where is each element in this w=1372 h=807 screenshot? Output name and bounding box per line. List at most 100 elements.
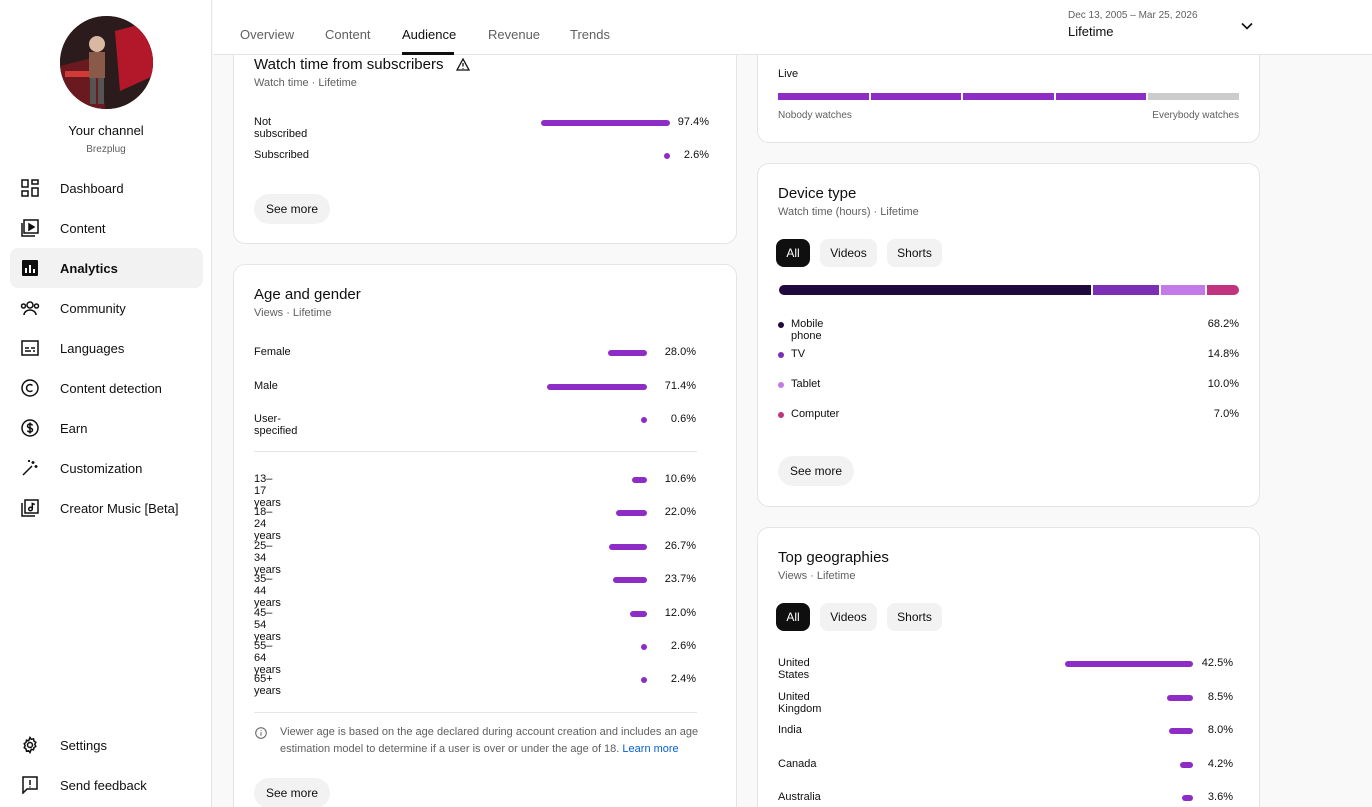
row-value: 10.0% — [1207, 378, 1239, 390]
divider — [254, 451, 697, 452]
chip-all[interactable]: All — [776, 239, 810, 267]
bar — [608, 350, 647, 356]
row-value: 8.5% — [1207, 690, 1233, 703]
bar — [641, 417, 647, 423]
card-subtitle: Views · Lifetime — [778, 570, 856, 582]
bar — [1182, 795, 1193, 801]
card-title: Watch time from subscribers — [254, 56, 470, 75]
chip-all[interactable]: All — [776, 603, 810, 631]
row-label: 35–44 years — [254, 573, 281, 610]
see-more-button[interactable]: See more — [254, 194, 330, 224]
row-label: 55–64 years — [254, 640, 281, 676]
legend-dot — [778, 382, 784, 388]
nobody-watches-label: Nobody watches — [778, 110, 852, 121]
top-geographies-card: Top geographies Views · Lifetime All Vid… — [757, 527, 1260, 807]
row-value: 14.8% — [1207, 348, 1239, 360]
learn-more-link[interactable]: Learn more — [622, 743, 679, 755]
legend-dot — [778, 352, 784, 358]
see-more-button[interactable]: See more — [254, 778, 330, 807]
sidebar-item-label: Send feedback — [60, 777, 147, 793]
chip-videos[interactable]: Videos — [820, 603, 877, 631]
live-segment — [1055, 93, 1147, 100]
card-subtitle: Watch time (hours) · Lifetime — [778, 206, 919, 218]
card-subtitle: Views · Lifetime — [254, 307, 332, 319]
row-value: 7.0% — [1213, 408, 1239, 420]
legend-dot — [778, 322, 784, 328]
sidebar-item-settings[interactable]: Settings — [10, 725, 203, 765]
bar — [1180, 761, 1193, 768]
warning-icon[interactable] — [455, 57, 470, 75]
sidebar-item-customization[interactable]: Customization — [10, 448, 203, 488]
row-label: Female — [254, 346, 291, 358]
row-label: United Kingdom — [778, 690, 822, 715]
chevron-down-icon[interactable] — [1239, 18, 1255, 34]
tab-overview[interactable]: Overview — [240, 27, 295, 42]
tab-content[interactable]: Content — [325, 27, 371, 42]
sidebar-item-label: Dashboard — [60, 180, 124, 196]
row-label: Tablet — [791, 378, 821, 390]
avatar[interactable] — [60, 16, 153, 109]
date-range-dates[interactable]: Dec 13, 2005 – Mar 25, 2026 — [1068, 10, 1198, 21]
sidebar-item-send-feedback[interactable]: Send feedback — [10, 765, 203, 805]
sidebar-item-label: Creator Music [Beta] — [60, 500, 179, 516]
bar — [1167, 694, 1193, 701]
content-icon — [20, 218, 40, 238]
sidebar-item-earn[interactable]: Earn — [10, 408, 203, 448]
device-segment — [1206, 285, 1239, 295]
row-value: 12.0% — [664, 606, 696, 619]
sidebar-item-content-detection[interactable]: Content detection — [10, 368, 203, 408]
row-value: 71.4% — [664, 379, 696, 392]
see-more-button[interactable]: See more — [778, 456, 854, 486]
analytics-icon — [20, 258, 40, 278]
bar — [664, 153, 670, 159]
sidebar-item-content[interactable]: Content — [10, 208, 203, 248]
card-subtitle: Watch time · Lifetime — [254, 77, 357, 89]
row-value: 23.7% — [664, 573, 696, 586]
info-icon — [255, 726, 267, 744]
sidebar-item-community[interactable]: Community — [10, 288, 203, 328]
card-title: Device type — [778, 185, 857, 202]
bar — [632, 477, 647, 483]
tab-audience[interactable]: Audience — [402, 27, 457, 42]
bar — [641, 677, 647, 684]
bar — [547, 383, 647, 390]
sidebar-item-analytics[interactable]: Analytics — [10, 248, 203, 288]
sidebar-item-languages[interactable]: Languages — [10, 328, 203, 368]
live-segment — [1148, 93, 1239, 100]
copyright-icon — [20, 378, 40, 398]
community-icon — [20, 298, 40, 318]
sidebar-item-label: Analytics — [60, 260, 118, 276]
row-label: Subscribed — [254, 149, 310, 161]
feedback-icon — [20, 775, 40, 795]
sidebar-item-dashboard[interactable]: Dashboard — [10, 168, 203, 208]
row-value: 0.6% — [670, 413, 696, 425]
chip-videos[interactable]: Videos — [820, 239, 877, 267]
row-value: 10.6% — [664, 473, 696, 485]
row-label: Not subscribed — [254, 116, 308, 140]
sidebar-item-creator-music[interactable]: Creator Music [Beta] — [10, 488, 203, 528]
live-segment — [963, 93, 1054, 100]
sidebar-item-label: Content detection — [60, 380, 162, 396]
date-range-label[interactable]: Lifetime — [1068, 24, 1114, 39]
card-title: Top geographies — [778, 549, 889, 566]
sidebar-item-label: Languages — [60, 340, 125, 356]
gear-icon — [20, 735, 40, 755]
row-label: User-specified — [254, 413, 298, 437]
languages-icon — [20, 338, 40, 358]
row-label: Canada — [778, 757, 817, 770]
row-value: 26.7% — [664, 539, 696, 552]
bar — [1169, 728, 1193, 734]
row-label: Computer — [791, 408, 840, 420]
chip-shorts[interactable]: Shorts — [887, 239, 942, 267]
age-note: Viewer age is based on the age declared … — [280, 726, 699, 755]
row-label: United States — [778, 657, 810, 681]
row-value: 2.6% — [670, 640, 696, 652]
row-label: 45–54 years — [254, 606, 281, 643]
legend-dot — [778, 412, 784, 418]
tab-trends[interactable]: Trends — [570, 27, 610, 42]
chip-shorts[interactable]: Shorts — [887, 603, 942, 631]
sidebar-item-label: Customization — [60, 460, 143, 476]
row-label: Male — [254, 379, 278, 392]
tab-revenue[interactable]: Revenue — [488, 27, 541, 42]
bar — [1065, 661, 1193, 667]
